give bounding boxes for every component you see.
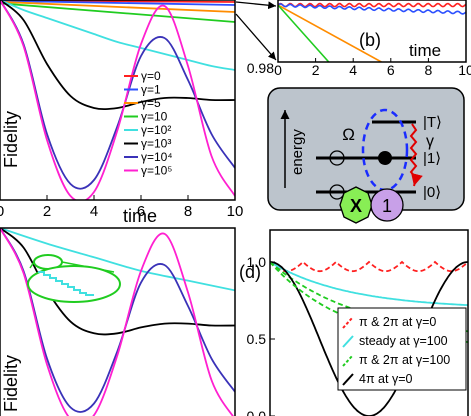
- gamma-label: γ: [426, 133, 434, 150]
- panel-b-series-line: [278, 4, 330, 62]
- panel-d-legend-swatch: [342, 335, 354, 348]
- panel-a-legend-label: γ=10²: [141, 123, 171, 137]
- level-diagram: energy Ω γ |T⟩ |1⟩ |0⟩ X 1: [267, 87, 465, 224]
- gate-1-label: 1: [382, 196, 392, 216]
- gate-x-label: X: [350, 196, 362, 216]
- panel-d-label: (d): [239, 262, 261, 282]
- zoom-connector-top: [235, 1, 277, 10]
- panel-c: Fidelity: [0, 227, 236, 416]
- panel-a-x-tick-label: 4: [90, 203, 98, 220]
- panel-d-y-tick-label: 1.0: [247, 254, 267, 270]
- filled-circle: [378, 151, 392, 165]
- gate-1-circle: [370, 188, 404, 222]
- panel-a: 0 2 4 6 8 10 Fidelity time γ=0γ=1γ=5γ=10γ=10²…: [0, 0, 243, 226]
- panel-d-legend-label: 4π at γ=0: [359, 372, 412, 386]
- open-circle-0: [329, 184, 345, 200]
- panel-a-legend-label: γ=10: [141, 110, 168, 124]
- panel-a-series-line: [0, 0, 235, 13]
- panel-a-legend-label: γ=10³: [141, 137, 171, 151]
- panel-b-x-ticks: 0 2 4 6 8 10: [274, 58, 471, 78]
- panel-a-legend-label: γ=10⁴: [141, 150, 173, 164]
- panel-b-series-line: [278, 4, 382, 62]
- panel-d-series-line: [270, 260, 468, 273]
- panel-d-legend-label: π & 2π at γ=100: [359, 353, 450, 367]
- panel-b: (b) time 0.98 0 2 4 6 8 10: [235, 0, 471, 78]
- panel-a-x-ticks: 0 2 4 6 8 10: [0, 195, 243, 220]
- inset-connector-left: [29, 261, 35, 269]
- panel-b-x-tick-label: 0: [274, 62, 282, 78]
- panel-d-y-tick-label: 0.5: [247, 331, 267, 347]
- panel-a-xlabel: time: [123, 206, 157, 226]
- panel-a-lines: [0, 0, 235, 200]
- panel-c-series-line: [0, 228, 235, 292]
- panel-a-series-line: [0, 0, 235, 190]
- panel-a-series-line: [0, 2, 235, 23]
- panel-c-lines: [0, 228, 235, 416]
- panel-a-series-line: [0, 0, 235, 71]
- panel-a-ylabel: Fidelity: [1, 111, 21, 168]
- panel-d: 0.0 0.5 1.0 (d) π & 2π at γ=0 steady at γ=1…: [239, 229, 469, 416]
- level-T-label: |T⟩: [423, 114, 442, 131]
- panel-d-legend: π & 2π at γ=0 steady at γ=100 π & 2π at γ=…: [342, 315, 450, 386]
- omega-label: Ω: [342, 125, 355, 144]
- panel-a-series-line: [0, 0, 235, 111]
- panel-a-legend-label: γ=5: [141, 96, 161, 110]
- panel-c-ylabel: Fidelity: [1, 355, 21, 412]
- panel-d-legend-label: steady at γ=100: [359, 334, 448, 348]
- panel-b-x-tick-label: 2: [312, 62, 320, 78]
- panel-a-x-tick-label: 8: [184, 203, 192, 220]
- panel-a-x-tick-label: 2: [43, 203, 51, 220]
- panel-d-series-line: [270, 261, 468, 416]
- panel-b-xlabel: time: [409, 41, 441, 60]
- panel-b-x-tick-label: 10: [458, 62, 471, 78]
- inset-staircase: [38, 271, 94, 296]
- panel-c-frame: [0, 227, 236, 416]
- gate-x-octagon: [339, 186, 373, 224]
- panel-b-lines: [278, 2, 466, 62]
- panel-d-legend-label: π & 2π at γ=0: [359, 315, 436, 329]
- panel-d-series-line: [270, 261, 468, 306]
- level-0-label: |0⟩: [423, 184, 441, 201]
- panel-a-legend-label: γ=1: [141, 83, 161, 97]
- panel-c-series-line: [0, 228, 234, 416]
- panel-a-legend-label: γ=10⁵: [141, 164, 172, 178]
- panel-a-frame: [0, 0, 236, 201]
- panel-d-y-ticks: 0.0 0.5 1.0: [247, 254, 275, 416]
- open-circle-1: [329, 150, 345, 166]
- panel-a-x-tick-label: 10: [227, 203, 244, 220]
- zoom-connector-bottom: [235, 13, 277, 61]
- panel-a-legend-label: γ=0: [141, 69, 161, 83]
- panel-a-series-line: [0, 0, 235, 6]
- panel-d-y-tick-label: 0.0: [247, 408, 267, 416]
- level-1-label: |1⟩: [423, 150, 441, 167]
- panel-d-legend-swatch: [342, 316, 354, 329]
- panel-b-series-line: [278, 2, 466, 8]
- panel-a-series-line: [0, 0, 235, 200]
- panel-d-legend-box: [337, 307, 467, 391]
- panel-c-series-line: [0, 228, 235, 413]
- panel-d-legend-swatch: [342, 373, 354, 386]
- panel-b-x-tick-label: 6: [387, 62, 395, 78]
- panel-b-frame: [277, 0, 467, 63]
- panel-a-x-tick-label: 6: [137, 203, 145, 220]
- panel-b-series-line: [278, 3, 466, 15]
- panel-d-frame: [269, 229, 469, 416]
- energy-label: energy: [289, 129, 306, 175]
- panel-b-label: (b): [359, 30, 381, 50]
- panel-d-legend-swatch: [342, 354, 354, 367]
- panel-b-ytick: 0.98: [247, 60, 274, 76]
- panel-a-x-tick-label: 0: [0, 203, 4, 220]
- panel-b-x-tick-label: 4: [349, 62, 357, 78]
- decay-arrow: [409, 123, 423, 187]
- panel-b-x-tick-label: 8: [425, 62, 433, 78]
